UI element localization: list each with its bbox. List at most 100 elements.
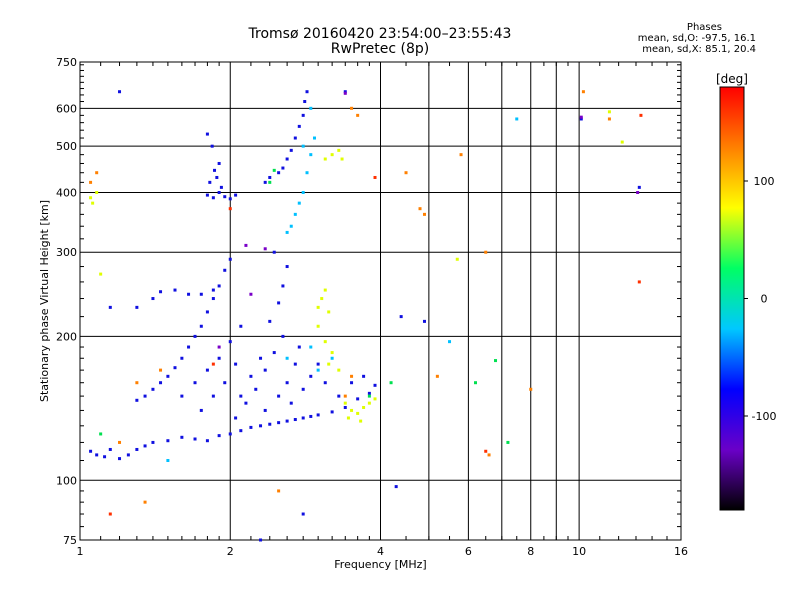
- data-point: [223, 195, 227, 199]
- data-point: [277, 421, 281, 425]
- data-point: [193, 381, 197, 385]
- data-point: [268, 175, 272, 179]
- y-tick-label: 100: [56, 474, 77, 487]
- data-point: [281, 166, 285, 170]
- data-point: [159, 290, 163, 294]
- data-point: [135, 305, 139, 309]
- data-point: [143, 500, 147, 504]
- data-point: [239, 324, 243, 328]
- data-point: [263, 368, 267, 372]
- x-tick-label: 2: [227, 545, 234, 558]
- data-point: [219, 185, 223, 189]
- data-point: [316, 305, 320, 309]
- data-point: [305, 171, 309, 175]
- data-point: [484, 449, 488, 453]
- data-point: [285, 381, 289, 385]
- data-point: [422, 319, 426, 323]
- data-point: [210, 144, 214, 148]
- data-point: [330, 410, 334, 414]
- data-point: [330, 356, 334, 360]
- x-tick-label: 8: [527, 545, 534, 558]
- data-point: [309, 153, 313, 157]
- data-point: [239, 429, 243, 433]
- data-point: [277, 489, 281, 493]
- data-point: [337, 368, 341, 372]
- data-point: [285, 356, 289, 360]
- data-point: [356, 411, 360, 415]
- data-point: [205, 439, 209, 443]
- data-point: [268, 422, 272, 426]
- data-point: [211, 297, 215, 301]
- data-point: [180, 394, 184, 398]
- data-point: [259, 424, 263, 428]
- data-point: [234, 362, 238, 366]
- data-point: [309, 106, 313, 110]
- data-point: [301, 512, 305, 516]
- data-point: [228, 257, 232, 261]
- x-tick-label: 6: [465, 545, 472, 558]
- data-point: [455, 257, 459, 261]
- data-point: [166, 439, 170, 443]
- data-point: [285, 265, 289, 269]
- data-point: [135, 447, 139, 451]
- data-point: [180, 356, 184, 360]
- data-point: [217, 161, 221, 165]
- data-point: [211, 196, 215, 200]
- data-point: [285, 157, 289, 161]
- data-point: [506, 440, 510, 444]
- x-tick-label: 4: [377, 545, 384, 558]
- colorbar-tick-label: -100: [752, 410, 777, 423]
- data-point: [337, 148, 341, 152]
- data-point: [228, 207, 232, 211]
- data-point: [223, 268, 227, 272]
- phase-stats: Phases mean, sd,O: -97.5, 16.1 mean, sd,…: [556, 22, 756, 55]
- data-point: [394, 485, 398, 489]
- data-point: [272, 250, 276, 254]
- data-point: [301, 416, 305, 420]
- y-tick-label: 400: [56, 186, 77, 199]
- data-point: [239, 394, 243, 398]
- data-point: [297, 201, 301, 205]
- data-point: [293, 362, 297, 366]
- data-point: [277, 394, 281, 398]
- y-tick-label: 200: [56, 330, 77, 343]
- data-point: [343, 405, 347, 409]
- data-point: [151, 440, 155, 444]
- data-point: [272, 168, 276, 172]
- data-point: [205, 368, 209, 372]
- data-point: [263, 180, 267, 184]
- data-point: [297, 124, 301, 128]
- data-point: [259, 538, 263, 542]
- data-point: [285, 230, 289, 234]
- data-point: [362, 405, 366, 409]
- phase-stats-x: mean, sd,X: 85.1, 20.4: [642, 44, 756, 55]
- data-point: [297, 345, 301, 349]
- phase-stats-heading: Phases: [686, 22, 722, 33]
- data-point: [367, 391, 371, 395]
- data-point: [581, 90, 585, 94]
- data-point: [340, 157, 344, 161]
- data-point: [193, 334, 197, 338]
- data-point: [268, 180, 272, 184]
- data-point: [228, 432, 232, 436]
- data-point: [187, 345, 191, 349]
- data-point: [316, 362, 320, 366]
- data-point: [316, 413, 320, 417]
- data-point: [103, 455, 107, 459]
- data-point: [350, 106, 354, 110]
- data-point: [362, 374, 366, 378]
- data-point: [316, 324, 320, 328]
- data-point: [228, 197, 232, 201]
- data-point: [173, 366, 177, 370]
- data-point: [217, 190, 221, 194]
- data-point: [249, 425, 253, 429]
- y-tick-label: 600: [56, 102, 77, 115]
- data-point: [118, 457, 122, 461]
- data-point: [159, 381, 163, 385]
- data-point: [418, 207, 422, 211]
- y-tick-label: 75: [63, 534, 77, 547]
- x-tick-label: 1: [77, 545, 84, 558]
- data-point: [515, 117, 519, 121]
- data-point: [285, 419, 289, 423]
- y-axis-label: Stationary phase Virtual Height [km]: [38, 200, 51, 402]
